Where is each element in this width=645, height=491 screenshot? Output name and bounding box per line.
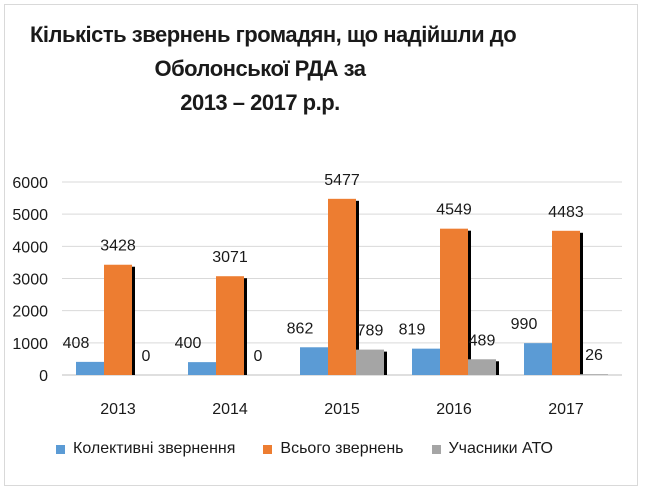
- bar: [356, 349, 384, 375]
- data-label: 408: [63, 335, 90, 352]
- y-tick-label: 0: [39, 368, 48, 385]
- y-tick-label: 6000: [12, 175, 48, 192]
- data-label: 819: [399, 322, 426, 339]
- chart-title-line-3: 2013 – 2017 р.р.: [180, 90, 340, 115]
- bar: [216, 276, 244, 375]
- x-tick-label: 2013: [100, 401, 136, 418]
- data-label: 789: [357, 323, 384, 340]
- data-label: 4483: [548, 204, 584, 221]
- bar: [468, 359, 496, 375]
- data-label: 489: [469, 332, 496, 349]
- data-label: 26: [585, 347, 603, 364]
- data-label: 4549: [436, 202, 472, 219]
- data-label: 0: [142, 348, 151, 365]
- legend-swatch-total: [263, 444, 273, 454]
- bar: [104, 264, 132, 375]
- legend-swatch-collective: [56, 444, 65, 454]
- x-tick-label: 2015: [324, 401, 360, 418]
- chart-title-line-1: Кількість звернень громадян, що надійшли…: [30, 22, 517, 47]
- data-label: 862: [287, 320, 314, 337]
- bar: [524, 343, 552, 375]
- x-tick-label: 2017: [548, 401, 584, 418]
- bar: [188, 362, 216, 375]
- y-tick-label: 5000: [12, 207, 48, 224]
- legend-label-total: Всього звернень: [280, 440, 404, 457]
- data-label: 400: [175, 335, 202, 352]
- bar: [552, 230, 580, 375]
- bar: [440, 228, 468, 375]
- legend-label-ato: Учасники АТО: [448, 440, 553, 457]
- data-label: 0: [254, 348, 263, 365]
- data-label: 3071: [212, 249, 248, 266]
- y-tick-label: 3000: [12, 272, 48, 289]
- bar: [328, 198, 356, 375]
- y-tick-label: 1000: [12, 336, 48, 353]
- legend-swatch-ato: [431, 444, 441, 454]
- chart-title-line-2: Оболонської РДА за: [154, 56, 366, 81]
- chart-frame: [4, 4, 638, 486]
- chart-title: Кількість звернень громадян, що надійшли…: [30, 18, 517, 120]
- bar: [300, 347, 328, 375]
- bar: [76, 361, 104, 375]
- bar: [580, 374, 608, 375]
- legend-label-collective: Колективні звернення: [73, 440, 236, 457]
- legend-item-ato: Учасники АТО: [431, 440, 553, 458]
- x-tick-label: 2016: [436, 401, 472, 418]
- legend-item-collective: Колективні звернення: [56, 440, 235, 458]
- legend: Колективні звернення Всього звернень Уча…: [56, 440, 553, 458]
- data-label: 990: [511, 316, 538, 333]
- data-label: 3428: [100, 238, 136, 255]
- legend-item-total: Всього звернень: [263, 440, 404, 458]
- y-tick-label: 4000: [12, 239, 48, 256]
- data-label: 5477: [324, 172, 360, 189]
- bar: [412, 348, 440, 375]
- y-tick-label: 2000: [12, 304, 48, 321]
- x-tick-label: 2014: [212, 401, 248, 418]
